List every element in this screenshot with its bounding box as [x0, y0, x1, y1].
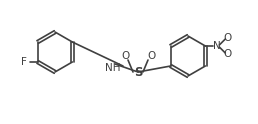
Text: NH: NH: [105, 63, 121, 73]
Text: N: N: [213, 41, 221, 51]
Text: O: O: [223, 33, 231, 43]
Text: O: O: [147, 51, 155, 61]
Text: S: S: [134, 66, 142, 79]
Text: O: O: [121, 51, 129, 61]
Text: O: O: [223, 49, 231, 59]
Text: F: F: [21, 57, 27, 67]
